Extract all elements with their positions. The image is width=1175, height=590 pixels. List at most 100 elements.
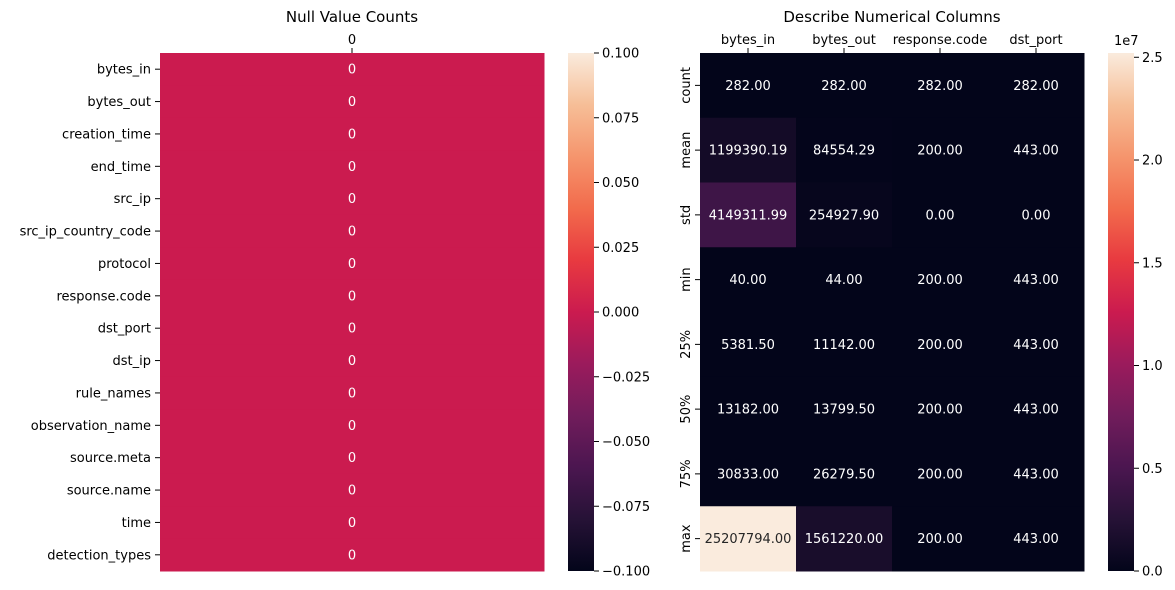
heatmap-cell-min-dst-port bbox=[988, 247, 1085, 313]
heatmap-cell-source-name-0 bbox=[160, 473, 545, 507]
y-tick-label-rule-names: rule_names bbox=[76, 386, 152, 401]
cell-value-label: 443.00 bbox=[1013, 273, 1059, 288]
cell-value-label: 30833.00 bbox=[717, 467, 779, 482]
colorbar bbox=[568, 53, 594, 571]
colorbar-tick-label: 0.075 bbox=[602, 111, 639, 126]
cell-value-label: 25207794.00 bbox=[705, 532, 792, 547]
x-tick-label-bytes-out: bytes_out bbox=[812, 33, 876, 48]
heatmap-cell-50pct-bytes-in bbox=[700, 376, 797, 442]
cell-value-label: 40.00 bbox=[729, 273, 766, 288]
heatmap-cell-25pct-response-code bbox=[892, 312, 989, 378]
cell-value-label: 84554.29 bbox=[813, 144, 875, 159]
cell-value-label: 443.00 bbox=[1013, 144, 1059, 159]
heatmap-cell-25pct-bytes-out bbox=[796, 312, 893, 378]
colorbar-tick-label: 1.0 bbox=[1142, 359, 1163, 374]
cell-value-label: 0.00 bbox=[926, 208, 955, 223]
colorbar-tick-label: 2.0 bbox=[1142, 154, 1163, 169]
x-tick-label-response-code: response.code bbox=[893, 33, 988, 48]
heatmap-cell-50pct-bytes-out bbox=[796, 376, 893, 442]
heatmap-cell-observation-name-0 bbox=[160, 409, 545, 442]
colorbar-tick-label: −0.100 bbox=[602, 565, 650, 580]
y-tick-label-dst-port: dst_port bbox=[98, 322, 151, 337]
cell-value-label: 282.00 bbox=[821, 79, 867, 94]
heatmap-cell-bytes-in-0 bbox=[160, 53, 545, 86]
colorbar-tick-label: −0.075 bbox=[602, 500, 650, 515]
heatmap-cell-mean-response-code bbox=[892, 117, 989, 183]
y-tick-label-std: std bbox=[679, 205, 694, 225]
heatmap-cell-count-bytes-out bbox=[796, 53, 893, 119]
colorbar-tick-label: −0.050 bbox=[602, 435, 650, 450]
heatmap-cell-max-dst-port bbox=[988, 506, 1085, 572]
heatmap-cell-mean-dst-port bbox=[988, 117, 1085, 183]
heatmap-cell-50pct-dst-port bbox=[988, 376, 1085, 442]
y-tick-label-max: max bbox=[679, 524, 694, 553]
heatmap-cell-25pct-bytes-in bbox=[700, 312, 797, 378]
heatmap-cell-std-dst-port bbox=[988, 182, 1085, 248]
chart-title: Null Value Counts bbox=[286, 8, 418, 26]
cell-value-label: 200.00 bbox=[917, 273, 963, 288]
y-tick-label-creation-time: creation_time bbox=[62, 127, 151, 142]
y-tick-label-protocol: protocol bbox=[98, 257, 151, 272]
heatmap-cell-count-bytes-in bbox=[700, 53, 797, 119]
cell-value-label: 44.00 bbox=[825, 273, 862, 288]
x-tick-label-dst-port: dst_port bbox=[1009, 33, 1062, 48]
y-tick-label-source-name: source.name bbox=[67, 484, 151, 499]
heatmap-cell-source-meta-0 bbox=[160, 441, 545, 475]
heatmap-cell-75pct-dst-port bbox=[988, 441, 1085, 507]
y-tick-label-count: count bbox=[679, 67, 694, 104]
y-tick-label-50pct: 50% bbox=[679, 395, 694, 424]
y-tick-label-dst-ip: dst_ip bbox=[113, 354, 152, 369]
chart-title: Describe Numerical Columns bbox=[783, 8, 1000, 26]
cell-value-label: 11142.00 bbox=[813, 338, 875, 353]
x-tick-label-bytes-in: bytes_in bbox=[721, 33, 775, 48]
cell-value-label: 443.00 bbox=[1013, 532, 1059, 547]
cell-value-label: 282.00 bbox=[917, 79, 963, 94]
y-tick-label-25pct: 25% bbox=[679, 330, 694, 359]
cell-value-label: 200.00 bbox=[917, 532, 963, 547]
cell-value-label: 5381.50 bbox=[721, 338, 775, 353]
heatmap-cell-mean-bytes-in bbox=[700, 117, 797, 183]
y-tick-label-bytes-out: bytes_out bbox=[87, 95, 151, 110]
heatmap-cell-75pct-bytes-out bbox=[796, 441, 893, 507]
colorbar-tick-label: 0.100 bbox=[602, 47, 639, 62]
heatmap-cell-src-ip-0 bbox=[160, 182, 545, 216]
cell-value-label: 200.00 bbox=[917, 338, 963, 353]
y-tick-label-response-code: response.code bbox=[56, 289, 151, 304]
cell-value-label: 0 bbox=[348, 548, 356, 563]
cell-value-label: 200.00 bbox=[917, 467, 963, 482]
y-tick-label-bytes-in: bytes_in bbox=[97, 63, 151, 78]
cell-value-label: 26279.50 bbox=[813, 467, 875, 482]
heatmap-cell-mean-bytes-out bbox=[796, 117, 893, 183]
y-tick-label-observation-name: observation_name bbox=[31, 419, 151, 434]
cell-value-label: 0 bbox=[348, 386, 356, 401]
cell-value-label: 443.00 bbox=[1013, 338, 1059, 353]
heatmap-cell-rule-names-0 bbox=[160, 376, 545, 410]
cell-value-label: 0 bbox=[348, 95, 356, 110]
colorbar-tick-label: 0.000 bbox=[602, 306, 639, 321]
cell-value-label: 282.00 bbox=[1013, 79, 1059, 94]
cell-value-label: 0 bbox=[348, 63, 356, 78]
cell-value-label: 1561220.00 bbox=[805, 532, 884, 547]
y-tick-label-src-ip-country-code: src_ip_country_code bbox=[20, 225, 151, 240]
heatmap-cell-max-bytes-out bbox=[796, 506, 893, 572]
x-tick-label-0: 0 bbox=[348, 33, 356, 48]
colorbar-tick-label: −0.025 bbox=[602, 370, 650, 385]
heatmap-cell-end-time-0 bbox=[160, 150, 545, 183]
cell-value-label: 0 bbox=[348, 257, 356, 272]
heatmap-cell-50pct-response-code bbox=[892, 376, 989, 442]
colorbar-tick-label: 2.5 bbox=[1142, 51, 1163, 66]
cell-value-label: 0 bbox=[348, 354, 356, 369]
heatmap-cell-75pct-response-code bbox=[892, 441, 989, 507]
heatmap-cell-detection-types-0 bbox=[160, 538, 545, 572]
colorbar-tick-label: 1.5 bbox=[1142, 256, 1163, 271]
heatmap-cell-creation-time-0 bbox=[160, 117, 545, 151]
heatmap-cell-protocol-0 bbox=[160, 247, 545, 281]
cell-value-label: 0 bbox=[348, 192, 356, 207]
cell-value-label: 0.00 bbox=[1022, 208, 1051, 223]
heatmap-cell-std-bytes-in bbox=[700, 182, 797, 248]
cell-value-label: 0 bbox=[348, 289, 356, 304]
cell-value-label: 0 bbox=[348, 419, 356, 434]
y-tick-label-source-meta: source.meta bbox=[70, 451, 151, 466]
colorbar-tick-label: 0.050 bbox=[602, 176, 639, 191]
